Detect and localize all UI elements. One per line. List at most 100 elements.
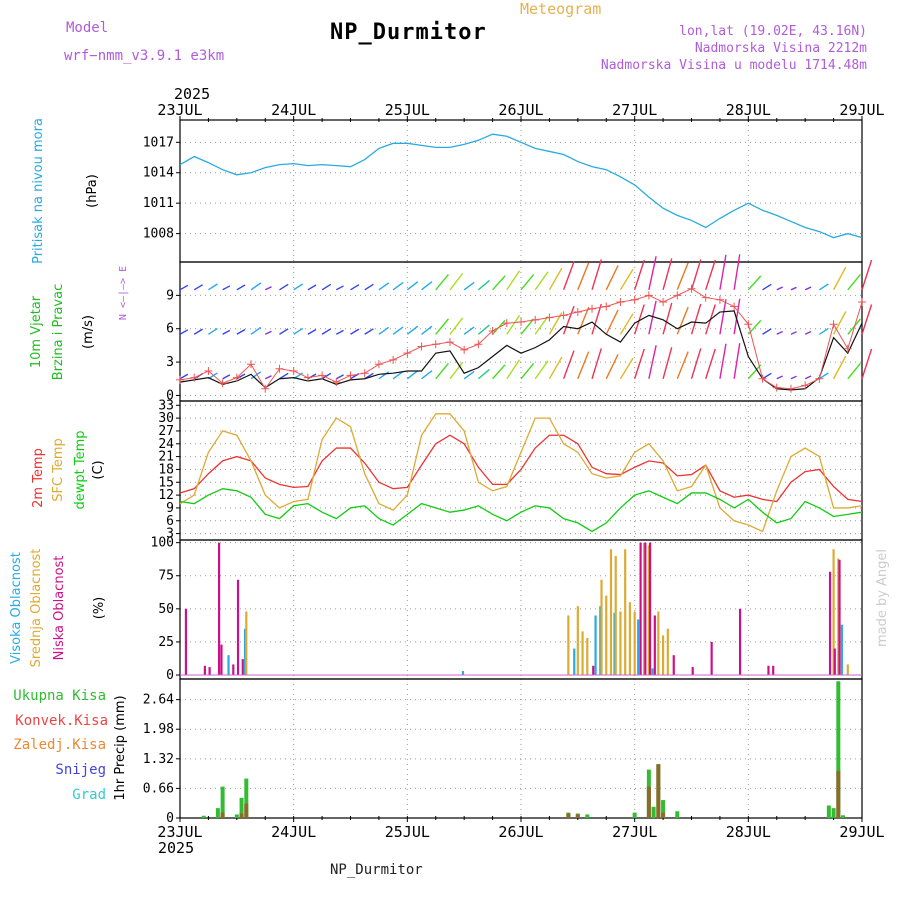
wind-arrow bbox=[705, 259, 716, 291]
wind-arrow bbox=[605, 265, 619, 291]
gust-marker bbox=[261, 384, 270, 393]
wind-arrow bbox=[591, 303, 602, 335]
wind-arrow bbox=[335, 285, 344, 291]
cloud-bar bbox=[647, 545, 650, 676]
wind-arrow bbox=[250, 282, 262, 291]
cloud-bar bbox=[691, 667, 694, 676]
wind-arrow bbox=[648, 345, 657, 379]
wind-arrow bbox=[804, 375, 812, 380]
precip-bar bbox=[661, 800, 666, 818]
precip-bar bbox=[651, 806, 656, 818]
cloud-bar bbox=[605, 595, 608, 676]
wind-arrow bbox=[562, 350, 575, 380]
cloud-bar bbox=[236, 579, 240, 676]
wind-arrow bbox=[449, 361, 464, 380]
top-day-label: 25JUL bbox=[385, 101, 430, 119]
wind-arrow bbox=[548, 356, 563, 380]
wind-arrow bbox=[193, 328, 204, 335]
precip-bar bbox=[675, 811, 680, 818]
bottom-day-label: 23JUL bbox=[157, 823, 202, 841]
wind-arrow bbox=[477, 324, 490, 335]
cloud-bar bbox=[639, 542, 642, 676]
wind-arrow bbox=[818, 327, 829, 335]
wind-arrow bbox=[506, 270, 521, 291]
gust-marker bbox=[545, 313, 554, 322]
cloud-bar bbox=[772, 665, 775, 676]
wind-arrow bbox=[492, 275, 506, 291]
precip-bar bbox=[566, 813, 571, 818]
cloud-unit: (%) bbox=[92, 597, 107, 620]
cloud-bar bbox=[832, 549, 835, 676]
wind-arrow bbox=[733, 298, 741, 335]
cloud-bar bbox=[828, 571, 832, 676]
gust-marker bbox=[460, 345, 469, 354]
wind-arrow bbox=[762, 328, 772, 335]
gust-marker bbox=[644, 291, 653, 300]
precip-bar bbox=[656, 764, 661, 818]
wind-arrow bbox=[520, 362, 535, 380]
cloud-bar bbox=[653, 615, 656, 676]
wind-title-1: 10m Vjetar bbox=[29, 295, 44, 368]
model-elevation-info: Nadmorska Visina u modelu 1714.48m bbox=[600, 58, 867, 73]
wind-arrow bbox=[634, 304, 645, 335]
gust-marker bbox=[218, 379, 227, 388]
wind-arrow bbox=[676, 351, 689, 380]
y-tick-label: 1017 bbox=[143, 135, 174, 150]
wind-arrow bbox=[179, 373, 189, 380]
wind-arrow bbox=[463, 326, 475, 335]
precip-unit: 1hr Precip (mm) bbox=[113, 695, 128, 800]
cloud-bar bbox=[767, 665, 770, 676]
y-tick-label: 9 bbox=[166, 288, 174, 303]
gust-marker bbox=[687, 284, 696, 293]
wind-arrow bbox=[435, 273, 449, 291]
wind-title-2: Brzina i Pravac bbox=[51, 284, 66, 381]
y-tick-label: 15 bbox=[158, 475, 174, 490]
wind-arrow bbox=[264, 286, 272, 291]
gust-marker bbox=[602, 302, 611, 311]
cloud-bar bbox=[227, 655, 230, 676]
year-top: 2025 bbox=[174, 85, 210, 103]
elevation-info: Nadmorska Visina 2212m bbox=[694, 41, 867, 56]
cloud-bar bbox=[599, 606, 602, 676]
wind-arrow bbox=[350, 328, 360, 335]
precip-bar bbox=[646, 786, 651, 818]
gust-marker bbox=[474, 340, 483, 349]
gust-marker bbox=[232, 373, 241, 382]
cloud-bar bbox=[573, 648, 576, 676]
wind-arrow bbox=[335, 374, 344, 380]
wind-arrow bbox=[690, 348, 702, 379]
wind-arrow bbox=[264, 330, 272, 335]
pressure-unit: (hPa) bbox=[85, 174, 100, 208]
gust-marker bbox=[758, 374, 767, 383]
y-tick-label: 27 bbox=[158, 424, 174, 439]
y-tick-label: 2.64 bbox=[143, 693, 174, 708]
bottom-day-label: 26JUL bbox=[498, 823, 543, 841]
wind-arrow bbox=[435, 318, 449, 335]
y-tick-label: 1.98 bbox=[143, 722, 174, 737]
cloud-title-mid: Srednja Oblacnost bbox=[29, 549, 44, 668]
wind-arrow bbox=[392, 370, 404, 380]
gust-marker bbox=[389, 355, 398, 364]
wind-arrow bbox=[279, 372, 289, 380]
wind-arrow bbox=[861, 304, 873, 335]
wind-arrow bbox=[562, 261, 575, 291]
top-day-label: 26JUL bbox=[498, 101, 543, 119]
cloud-bar bbox=[833, 648, 836, 676]
y-tick-label: 18 bbox=[158, 462, 174, 477]
top-day-label: 24JUL bbox=[271, 101, 316, 119]
top-day-label: 23JUL bbox=[157, 101, 202, 119]
wind-arrow bbox=[776, 330, 783, 335]
gust-marker bbox=[332, 378, 341, 387]
precip-bar bbox=[575, 814, 580, 818]
wind-arrow bbox=[364, 283, 374, 291]
wind-arrow bbox=[790, 286, 797, 291]
cloud-bar bbox=[710, 641, 713, 676]
wind-arrow bbox=[250, 326, 262, 335]
wind-arrow bbox=[293, 283, 304, 291]
cloud-bar bbox=[203, 665, 206, 676]
temp-title-dew: dewpt Temp bbox=[73, 430, 88, 509]
wind-arrow bbox=[591, 259, 602, 291]
wind-arrow bbox=[378, 326, 390, 335]
wind-arrow bbox=[790, 331, 797, 335]
wind-arrow bbox=[662, 302, 673, 335]
